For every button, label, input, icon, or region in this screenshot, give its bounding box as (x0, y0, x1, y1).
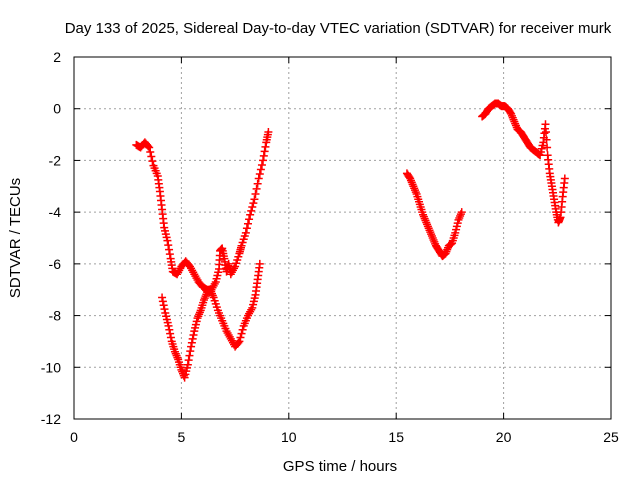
data-point-interp (260, 147, 269, 156)
data-point-interp (148, 157, 157, 166)
x-axis-label: GPS time / hours (283, 458, 397, 475)
y-tick-label: -12 (41, 411, 61, 427)
data-point-interp (256, 165, 265, 174)
series-3 (402, 169, 466, 261)
y-axis-label: SDTVAR / TECUs (7, 178, 24, 298)
data-point-interp (188, 334, 197, 343)
data-points (132, 99, 569, 382)
data-point-interp (187, 338, 196, 347)
data-point (560, 174, 569, 183)
data-point-interp (542, 135, 551, 144)
data-point (264, 127, 273, 136)
data-point (187, 342, 196, 351)
data-point-interp (184, 356, 193, 365)
data-point-interp (245, 215, 254, 224)
plot-area-frame (73, 56, 612, 420)
data-point-interp (144, 142, 153, 151)
data-point-interp (252, 184, 261, 193)
data-point-interp (185, 351, 194, 360)
data-point-interp (236, 333, 245, 342)
data-point (250, 195, 259, 204)
grid-lines (74, 57, 611, 419)
data-point-interp (248, 202, 257, 211)
x-tick-label: 0 (70, 429, 78, 445)
y-tick-label: -8 (49, 308, 62, 324)
data-point (259, 156, 268, 165)
data-point-interp (186, 347, 195, 356)
y-tick-label: -4 (49, 204, 62, 220)
data-point-interp (542, 127, 551, 136)
data-point-interp (259, 151, 268, 160)
data-point-interp (247, 206, 256, 215)
data-point (241, 228, 250, 237)
data-point-interp (243, 219, 252, 228)
data-point-interp (249, 199, 258, 208)
axis-ticks: 0 5 10 15 20 25 -12 -10 -8 -6 -4 -2 0 2 (41, 49, 619, 445)
data-point (164, 321, 173, 330)
data-point-interp (166, 333, 175, 342)
data-point-interp (238, 325, 247, 334)
data-point-interp (146, 148, 155, 157)
data-point-interp (456, 212, 465, 221)
data-point-interp (159, 301, 168, 310)
data-point (541, 120, 550, 129)
data-point-interp (160, 305, 169, 314)
x-tick-label: 25 (603, 429, 619, 445)
x-tick-label: 10 (281, 429, 297, 445)
data-point (255, 259, 264, 268)
data-point-interp (147, 152, 156, 161)
y-tick-label: -10 (41, 359, 61, 375)
x-tick-label: 20 (496, 429, 512, 445)
data-point-interp (166, 329, 175, 338)
chart-title: Day 133 of 2025, Sidereal Day-to-day VTE… (65, 20, 612, 37)
data-point-interp (237, 329, 246, 338)
y-tick-label: 2 (53, 49, 61, 65)
data-point (163, 236, 172, 245)
data-point (235, 337, 244, 346)
data-point (246, 210, 255, 219)
data-point-interp (543, 143, 552, 152)
data-point (254, 174, 263, 183)
data-point (158, 293, 167, 302)
data-point (145, 143, 154, 152)
data-point-interp (165, 250, 174, 259)
data-point-interp (251, 190, 260, 199)
data-point (457, 208, 466, 217)
y-tick-label: -6 (49, 256, 62, 272)
x-tick-label: 15 (388, 429, 404, 445)
series-4 (478, 99, 569, 227)
data-point-interp (253, 179, 262, 188)
data-point-interp (242, 224, 251, 233)
data-point-interp (234, 338, 243, 347)
y-tick-label: 0 (53, 101, 61, 117)
data-point-interp (261, 142, 270, 151)
series-1 (132, 127, 273, 294)
data-point-interp (164, 241, 173, 250)
x-tick-label: 5 (178, 429, 186, 445)
y-tick-label: -2 (49, 152, 62, 168)
data-point-interp (257, 160, 266, 169)
data-point-interp (165, 325, 174, 334)
data-point (183, 360, 192, 369)
data-point-interp (165, 245, 174, 254)
data-point-interp (189, 330, 198, 339)
data-point-interp (255, 170, 264, 179)
data-point-interp (158, 297, 167, 306)
series-2 (158, 259, 264, 382)
